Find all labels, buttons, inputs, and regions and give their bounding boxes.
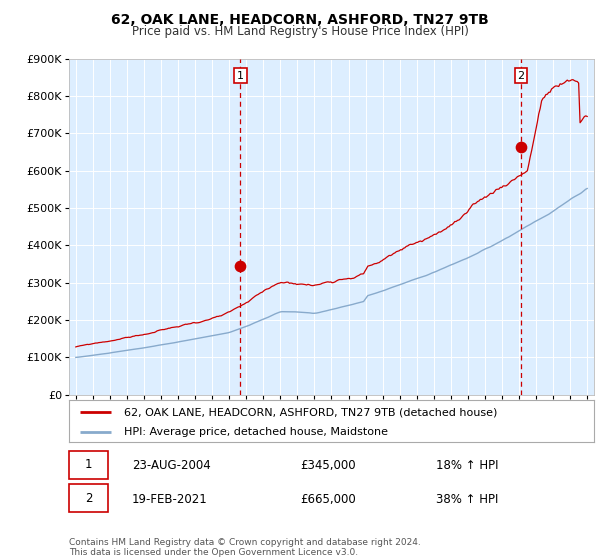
Text: 38% ↑ HPI: 38% ↑ HPI	[437, 493, 499, 506]
Text: 1: 1	[237, 71, 244, 81]
Text: 62, OAK LANE, HEADCORN, ASHFORD, TN27 9TB (detached house): 62, OAK LANE, HEADCORN, ASHFORD, TN27 9T…	[124, 407, 497, 417]
Text: 1: 1	[85, 458, 92, 472]
Point	[516, 142, 526, 151]
Point	[236, 262, 245, 270]
Text: £665,000: £665,000	[300, 493, 356, 506]
Text: Price paid vs. HM Land Registry's House Price Index (HPI): Price paid vs. HM Land Registry's House …	[131, 25, 469, 39]
Text: £345,000: £345,000	[300, 459, 356, 472]
Text: HPI: Average price, detached house, Maidstone: HPI: Average price, detached house, Maid…	[124, 427, 388, 437]
FancyBboxPatch shape	[69, 484, 109, 512]
Text: Contains HM Land Registry data © Crown copyright and database right 2024.
This d: Contains HM Land Registry data © Crown c…	[69, 538, 421, 557]
Text: 23-AUG-2004: 23-AUG-2004	[132, 459, 211, 472]
Text: 2: 2	[85, 492, 92, 505]
Text: 2: 2	[517, 71, 524, 81]
Text: 62, OAK LANE, HEADCORN, ASHFORD, TN27 9TB: 62, OAK LANE, HEADCORN, ASHFORD, TN27 9T…	[111, 13, 489, 27]
FancyBboxPatch shape	[69, 451, 109, 479]
Text: 19-FEB-2021: 19-FEB-2021	[132, 493, 208, 506]
Text: 18% ↑ HPI: 18% ↑ HPI	[437, 459, 499, 472]
